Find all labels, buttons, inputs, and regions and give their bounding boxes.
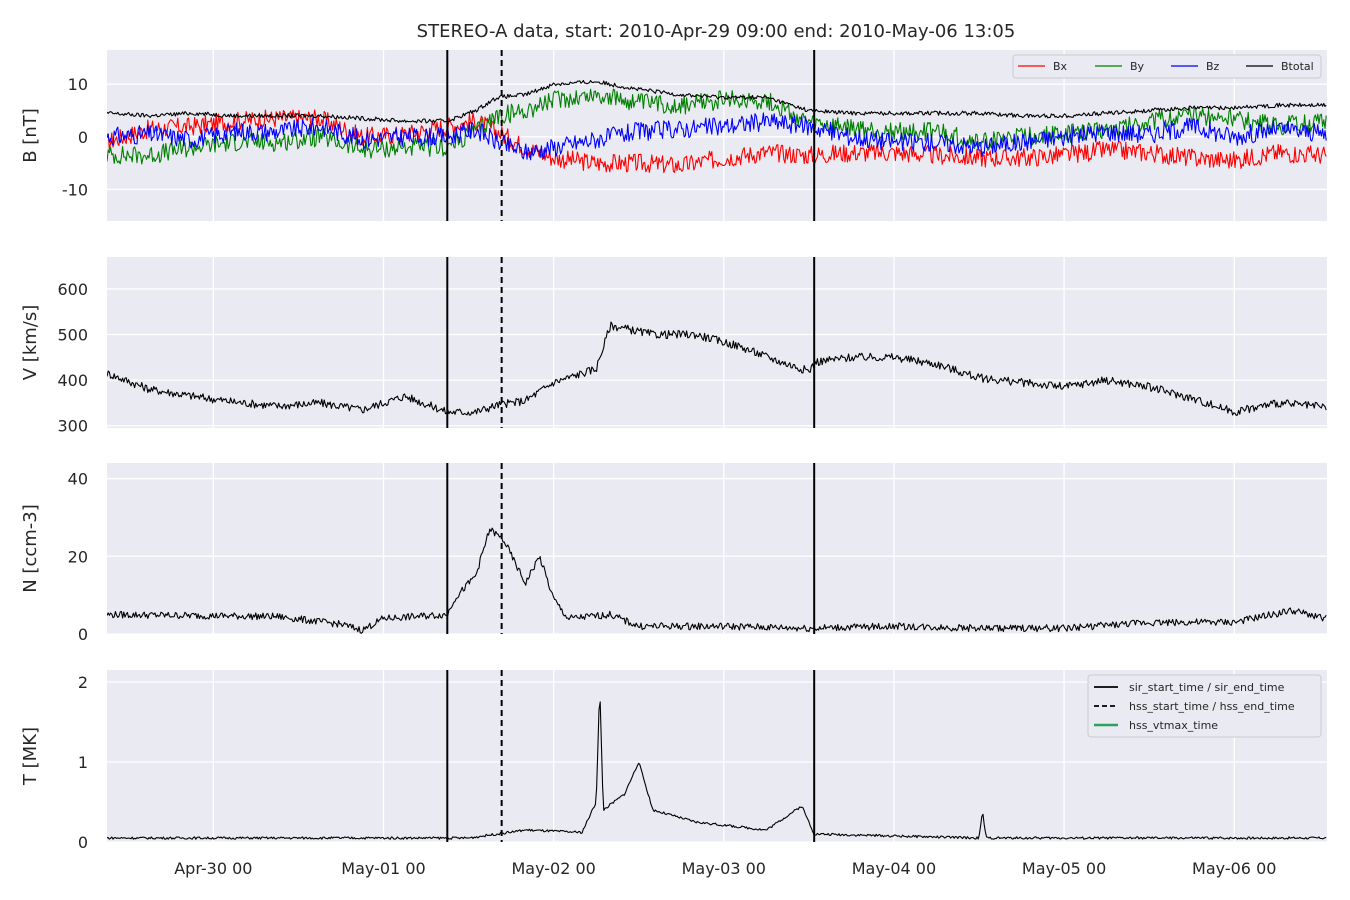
legend-frame — [1087, 674, 1322, 738]
y-tick-label: 40 — [68, 470, 88, 489]
legend-b: Bx By Bz Btotal — [1012, 54, 1322, 79]
x-tick-label: May-04 00 — [852, 859, 936, 878]
y-tick-label: 0 — [78, 625, 88, 644]
x-tick-label: May-05 00 — [1022, 859, 1106, 878]
series-line-by — [107, 88, 1327, 165]
chart-title: STEREO-A data, start: 2010-Apr-29 09:00 … — [417, 21, 1016, 42]
series-group — [107, 79, 1327, 174]
legend-label: Btotal — [1281, 60, 1314, 73]
y-tick-label: -10 — [62, 180, 88, 199]
x-tick-label: May-02 00 — [511, 859, 595, 878]
series-group — [107, 527, 1327, 634]
y-tick-label: 10 — [68, 75, 88, 94]
legend-frame — [1012, 54, 1322, 79]
y-tick-label: 600 — [57, 280, 88, 299]
legend-label: sir_start_time / sir_end_time — [1129, 681, 1285, 694]
y-tick-label: 20 — [68, 547, 88, 566]
y-tick-label: 0 — [78, 128, 88, 147]
legend-label: hss_vtmax_time — [1129, 719, 1218, 732]
y-tick-label: 0 — [78, 833, 88, 852]
panel-background — [107, 463, 1327, 634]
legend-label: Bz — [1206, 60, 1220, 73]
legend-label: Bx — [1053, 60, 1068, 73]
y-tick-label: 300 — [57, 417, 88, 436]
panel-background — [107, 257, 1327, 428]
y-axis-label: V [km/s] — [20, 305, 41, 380]
series-line-bz — [107, 112, 1327, 161]
panel-T: 0 1 2 T [MK] sir_start_time / sir_end_timehs… — [20, 670, 1327, 852]
y-axis-label: N [ccm-3] — [20, 504, 41, 593]
x-tick-label: Apr-30 00 — [174, 859, 252, 878]
series-line-bx — [107, 109, 1327, 174]
x-tick-label: May-06 00 — [1192, 859, 1276, 878]
y-tick-label: 500 — [57, 326, 88, 345]
y-axis-label: B [nT] — [20, 108, 41, 163]
panel-B: -10 0 10 B [nT] Bx By Bz Btotal — [20, 50, 1327, 221]
series-group — [107, 701, 1327, 840]
y-axis-label: T [MK] — [20, 727, 41, 786]
x-tick-label: May-01 00 — [341, 859, 425, 878]
legend-label: hss_start_time / hss_end_time — [1129, 700, 1295, 713]
legend-label: By — [1130, 60, 1145, 73]
legend-events: sir_start_time / sir_end_time hss_start_t… — [1087, 674, 1322, 738]
y-tick-label: 1 — [78, 753, 88, 772]
panel-V: 300 400 500 600 V [km/s] — [20, 257, 1327, 436]
series-line-v — [107, 321, 1327, 416]
x-tick-label: May-03 00 — [682, 859, 766, 878]
series-line-btotal — [107, 79, 1327, 124]
x-tick-labels: Apr-30 00 May-01 00 May-02 00 May-03 00 May-… — [174, 859, 1276, 878]
series-group — [107, 321, 1327, 416]
series-line-n — [107, 527, 1327, 634]
panel-N: 0 20 40 N [ccm-3] — [20, 463, 1327, 644]
series-line-t — [107, 701, 1327, 840]
y-tick-label: 400 — [57, 371, 88, 390]
y-tick-label: 2 — [78, 673, 88, 692]
